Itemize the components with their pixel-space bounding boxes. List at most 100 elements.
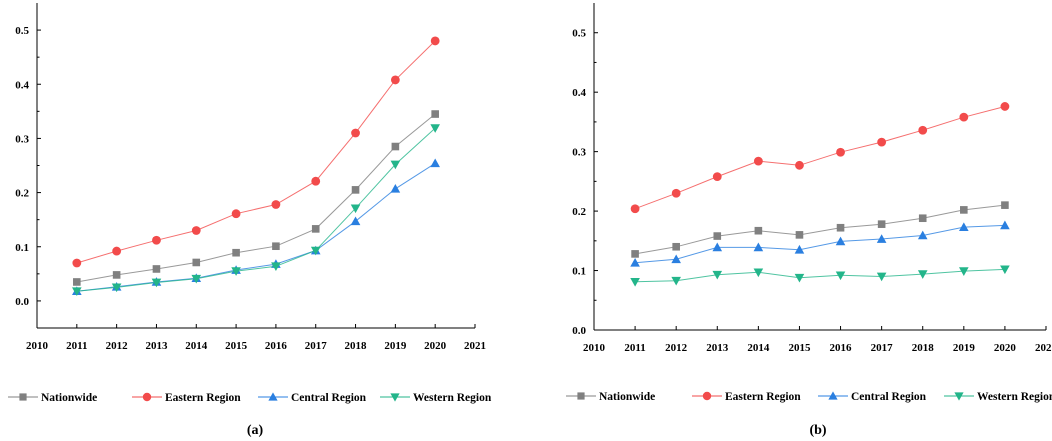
a-point-eastern-region <box>191 226 201 235</box>
b-x-tick-label: 2021 <box>1035 342 1052 354</box>
a-point-nationwide <box>311 225 320 233</box>
a-y-tick-label: 0.0 <box>15 296 29 308</box>
b-legend-marker-central-region <box>828 391 838 400</box>
b-point-central-region <box>671 254 681 264</box>
a-x-tick-label: 2011 <box>66 340 87 352</box>
a-series-line-western-region <box>76 127 436 292</box>
b-point-western-region <box>959 267 969 276</box>
a-x-tick-label: 2017 <box>305 340 328 352</box>
b-point-nationwide <box>754 226 763 235</box>
b-point-western-region <box>671 276 681 286</box>
b-y-tick-label: 0.4 <box>572 87 586 99</box>
a-y-tick-label: 0.4 <box>15 79 29 91</box>
a-point-western-region <box>350 204 361 214</box>
b-y-tick-label: 0.1 <box>572 266 586 278</box>
b-point-western-region <box>835 271 846 281</box>
b-x-tick-label: 2012 <box>665 342 688 354</box>
a-point-central-region <box>390 183 401 193</box>
a-series-line-eastern-region <box>76 40 436 264</box>
b-point-central-region <box>1000 220 1010 230</box>
a-point-western-region <box>151 278 162 288</box>
panel-b-chart: 0.0 0.1 0.2 0.3 0.4 0.5 2010 2011 2012 2013 2014 20… <box>566 3 1052 438</box>
a-point-nationwide <box>152 265 161 273</box>
a-x-tick-label: 2015 <box>225 340 248 352</box>
b-point-nationwide <box>631 250 639 258</box>
b-x-tick-label: 2018 <box>912 342 935 354</box>
a-legend-marker-central-region <box>268 392 278 401</box>
b-point-eastern-region <box>630 204 640 214</box>
b-point-eastern-region <box>877 137 887 147</box>
a-point-nationwide <box>431 110 439 118</box>
b-point-nationwide <box>877 220 886 228</box>
b-point-western-region <box>1000 265 1010 275</box>
b-y-tick-label: 0.5 <box>572 28 586 40</box>
a-legend-marker-western-region <box>390 393 400 402</box>
b-y-tick-label: 0.2 <box>572 206 586 218</box>
a-y-tick-label: 0.3 <box>15 133 29 145</box>
b-point-eastern-region <box>795 160 804 170</box>
b-point-eastern-region <box>1000 102 1010 111</box>
a-point-eastern-region <box>112 246 122 256</box>
a-point-central-region <box>350 216 361 226</box>
b-point-western-region <box>753 268 764 278</box>
a-legend-marker-eastern-region <box>142 392 152 402</box>
b-point-nationwide <box>795 231 804 239</box>
b-point-nationwide <box>1001 201 1009 209</box>
a-x-tick-label: 2021 <box>464 340 486 352</box>
b-point-eastern-region <box>959 112 969 122</box>
b-x-tick-label: 2013 <box>706 342 729 354</box>
a-point-nationwide <box>232 248 240 257</box>
b-x-tick-label: 2010 <box>583 342 606 354</box>
b-legend-marker-nationwide <box>577 392 585 400</box>
a-x-tick-label: 2012 <box>106 340 129 352</box>
b-point-nationwide <box>713 232 722 240</box>
b-point-central-region <box>630 258 640 267</box>
b-legend-label-western-region: Western Region <box>977 391 1052 403</box>
a-y-tick-label: 0.2 <box>15 188 29 200</box>
b-point-central-region <box>876 234 887 243</box>
a-x-tick-label: 2018 <box>345 340 368 352</box>
b-point-eastern-region <box>753 156 763 166</box>
a-legend-label-western-region: Western Region <box>413 392 492 404</box>
a-point-eastern-region <box>152 235 161 245</box>
b-point-eastern-region <box>671 188 681 198</box>
a-point-eastern-region <box>271 200 281 209</box>
b-point-central-region <box>917 230 928 240</box>
a-x-tick-label: 2013 <box>145 340 168 352</box>
b-y-tick-label: 0.0 <box>572 325 586 337</box>
b-point-nationwide <box>672 242 680 251</box>
b-x-tick-label: 2011 <box>624 342 645 354</box>
a-legend-label-central-region: Central Region <box>291 392 367 404</box>
b-x-tick-label: 2014 <box>747 342 770 354</box>
a-legend-label-eastern-region: Eastern Region <box>165 392 241 404</box>
b-y-tick-label: 0.3 <box>572 147 586 159</box>
b-point-central-region <box>753 242 764 252</box>
a-point-western-region <box>111 283 122 293</box>
a-point-eastern-region <box>390 75 400 85</box>
b-x-tick-label: 2019 <box>953 342 976 354</box>
a-series-line-central-region <box>76 162 436 292</box>
b-point-central-region <box>794 244 805 254</box>
a-point-eastern-region <box>231 209 241 219</box>
b-legend-label-nationwide: Nationwide <box>599 391 655 403</box>
a-x-tick-label: 2010 <box>26 340 49 352</box>
b-series-line-eastern-region <box>634 106 1006 210</box>
a-point-eastern-region <box>72 258 82 268</box>
panel-a-chart: 0.0 0.1 0.2 0.3 0.4 0.5 2010 2011 2012 2013 2014 20… <box>8 3 492 438</box>
b-legend-marker-western-region <box>954 392 964 401</box>
a-x-tick-label: 2020 <box>424 340 447 352</box>
a-x-tick-label: 2014 <box>185 340 208 352</box>
a-y-tick-label: 0.5 <box>15 25 29 37</box>
a-point-central-region <box>430 158 440 168</box>
b-legend-marker-eastern-region <box>702 391 712 401</box>
b-legend-label-eastern-region: Eastern Region <box>725 391 801 403</box>
b-point-central-region <box>959 222 969 231</box>
a-point-eastern-region <box>430 36 440 46</box>
a-point-western-region <box>430 124 440 133</box>
a-legend-label-nationwide: Nationwide <box>41 392 97 404</box>
b-point-nationwide <box>960 206 968 214</box>
b-x-tick-label: 2016 <box>830 342 853 354</box>
b-series-line-central-region <box>635 224 1005 264</box>
b-point-eastern-region <box>836 147 845 157</box>
